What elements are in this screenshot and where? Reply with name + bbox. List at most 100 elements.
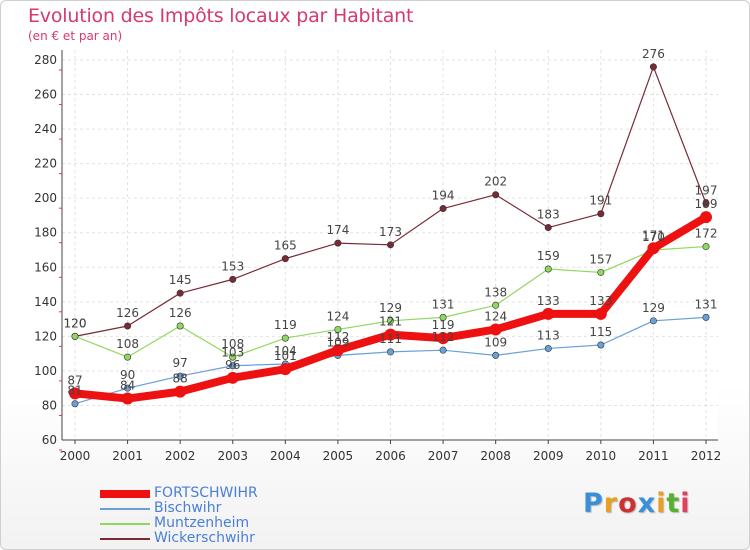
data-label: 103 <box>221 346 244 360</box>
logo-letter: t <box>666 488 681 519</box>
data-label: 165 <box>274 239 297 253</box>
data-label: 119 <box>274 318 297 332</box>
data-point <box>176 372 184 380</box>
data-point <box>597 341 605 349</box>
y-tick-label: 80 <box>42 398 57 412</box>
x-tick-label: 2012 <box>691 449 722 463</box>
data-label: 145 <box>169 273 192 287</box>
x-tick-label: 2000 <box>60 449 91 463</box>
data-point <box>700 211 712 224</box>
legend-swatch <box>100 537 150 540</box>
legend-item-wickerschwihr: Wickerschwihr <box>100 531 258 546</box>
chart-legend: FORTSCHWIHR Bischwihr Muntzenheim Wickersch… <box>100 486 258 546</box>
data-point <box>544 344 552 352</box>
data-label: 183 <box>537 208 560 222</box>
legend-swatch <box>100 522 150 525</box>
data-label: 121 <box>379 315 402 329</box>
data-label: 159 <box>537 249 560 263</box>
data-label: 124 <box>484 309 507 323</box>
data-label: 189 <box>695 197 718 211</box>
data-point <box>544 265 552 273</box>
x-tick-label: 2010 <box>586 449 617 463</box>
data-point <box>594 307 607 320</box>
legend-label: Wickerschwihr <box>154 530 255 546</box>
data-point <box>649 63 657 71</box>
data-label: 174 <box>326 223 349 237</box>
legend-item-muntzenheim: Muntzenheim <box>100 516 258 531</box>
data-label: 133 <box>537 294 560 308</box>
data-point <box>437 332 450 345</box>
x-tick-label: 2005 <box>323 449 354 463</box>
data-point <box>331 344 344 357</box>
data-label: 126 <box>169 306 192 320</box>
data-point <box>597 210 605 218</box>
data-label: 197 <box>695 183 718 197</box>
data-label: 111 <box>379 332 402 346</box>
data-point <box>334 325 342 333</box>
data-point <box>281 255 289 263</box>
data-label: 131 <box>695 297 718 311</box>
x-tick-label: 2009 <box>533 449 564 463</box>
y-tick-label: 200 <box>34 191 57 205</box>
data-label: 202 <box>484 175 507 189</box>
data-label: 90 <box>120 368 135 382</box>
data-point <box>281 334 289 342</box>
data-point <box>492 301 500 309</box>
data-point <box>279 363 292 376</box>
data-point <box>229 275 237 283</box>
data-point <box>71 400 79 408</box>
chart-title: Evolution des Impôts locaux par Habitant <box>28 5 414 27</box>
legend-swatch <box>100 489 150 498</box>
x-tick-label: 2011 <box>638 449 669 463</box>
legend-swatch <box>100 507 150 510</box>
data-label: 108 <box>116 337 139 351</box>
legend-label: Bischwihr <box>154 500 222 516</box>
chart-subtitle: (en € et par an) <box>28 29 123 43</box>
data-point <box>489 323 502 336</box>
x-tick-label: 2008 <box>480 449 511 463</box>
data-label: 112 <box>326 330 349 344</box>
data-point <box>702 199 710 207</box>
data-label: 124 <box>326 309 349 323</box>
data-label: 173 <box>379 225 402 239</box>
data-point <box>229 353 237 361</box>
data-label: 81 <box>67 384 82 398</box>
data-label: 104 <box>274 344 297 358</box>
data-point <box>649 317 657 325</box>
proxiti-logo: Proxiti <box>583 488 691 519</box>
data-point <box>439 313 447 321</box>
data-label: 96 <box>225 358 240 372</box>
y-tick-label: 100 <box>34 364 57 378</box>
data-point <box>174 385 187 398</box>
y-tick-label: 260 <box>34 88 57 102</box>
data-point <box>386 348 394 356</box>
data-point <box>124 384 132 392</box>
data-label: 172 <box>695 227 718 241</box>
y-tick-label: 60 <box>42 433 57 447</box>
data-point <box>229 362 237 370</box>
data-point <box>702 313 710 321</box>
data-point <box>71 332 79 340</box>
data-label: 97 <box>173 356 188 370</box>
x-tick-label: 2004 <box>270 449 301 463</box>
logo-letter: i <box>680 488 691 519</box>
legend-item-fortschwihr: FORTSCHWIHR <box>100 486 258 501</box>
x-tick-label: 2001 <box>112 449 143 463</box>
data-label: 131 <box>432 297 455 311</box>
data-point <box>69 387 81 400</box>
data-point <box>386 317 394 325</box>
y-tick-label: 280 <box>34 53 57 67</box>
data-label: 157 <box>589 252 612 266</box>
legend-item-bischwihr: Bischwihr <box>100 501 258 516</box>
data-point <box>542 307 555 320</box>
data-label: 153 <box>221 259 244 273</box>
x-tick-label: 2002 <box>165 449 196 463</box>
data-point <box>384 328 397 341</box>
data-label: 126 <box>116 306 139 320</box>
data-label: 109 <box>484 335 507 349</box>
data-point <box>597 268 605 276</box>
logo-letter: i <box>656 488 667 519</box>
series-fortschwihr <box>69 211 712 405</box>
x-tick-label: 2006 <box>375 449 406 463</box>
